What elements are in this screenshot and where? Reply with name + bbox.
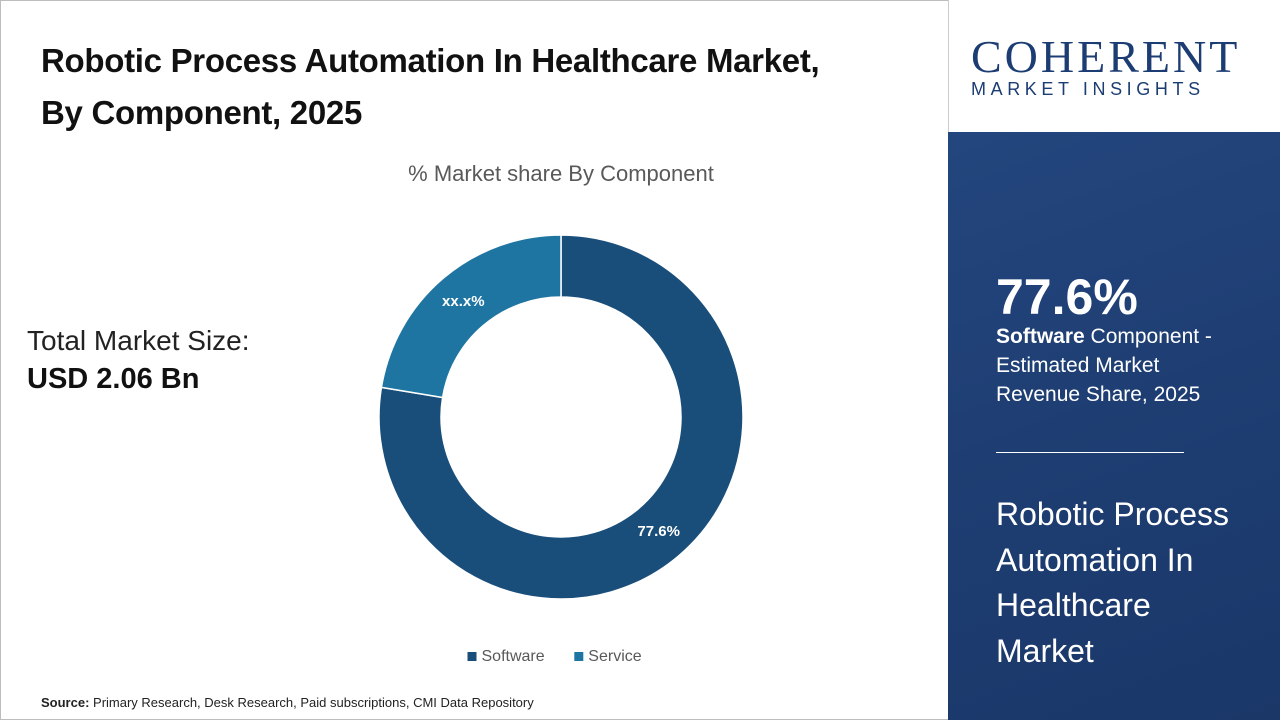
stat-bold: Software	[996, 325, 1085, 348]
legend-label: Service	[588, 648, 641, 665]
logo-tagline: MARKET INSIGHTS	[971, 79, 1205, 99]
divider	[996, 452, 1184, 453]
value-label: xx.x%	[442, 293, 485, 310]
market-size-label: Total Market Size:	[27, 325, 250, 356]
donut-slice	[378, 234, 744, 600]
legend-swatch	[467, 652, 477, 661]
chart: % Market share By Component 77.6% xx.x% So…	[378, 161, 744, 665]
market-name: Robotic Process Automation In Healthcare…	[996, 496, 1229, 669]
market-size-value: USD 2.06 Bn	[27, 363, 200, 395]
stat-text: Component - Estimated Market Revenue Sha…	[996, 325, 1212, 406]
logo: COHERENT MARKET INSIGHTS	[948, 0, 1280, 132]
stat-description: Software Component - Estimated Market Re…	[996, 322, 1246, 409]
stat: 77.6%	[996, 269, 1138, 325]
page-title: Robotic Process Automation In Healthcare…	[41, 42, 820, 131]
source-label: Source:	[41, 695, 90, 710]
sidebar: COHERENT MARKET INSIGHTS 77.6% Software …	[948, 0, 1280, 720]
value-label: 77.6%	[637, 523, 680, 540]
chart-title: % Market share By Component	[408, 161, 714, 186]
legend-label: Software	[482, 648, 545, 665]
donut-slice	[380, 234, 562, 399]
source-text: Primary Research, Desk Research, Paid su…	[93, 695, 534, 710]
legend-swatch	[574, 652, 584, 661]
info-panel: 77.6% Software Component - Estimated Mar…	[948, 132, 1280, 720]
logo-name: COHERENT	[971, 31, 1241, 82]
source: Source: Primary Research, Desk Research,…	[41, 695, 534, 710]
